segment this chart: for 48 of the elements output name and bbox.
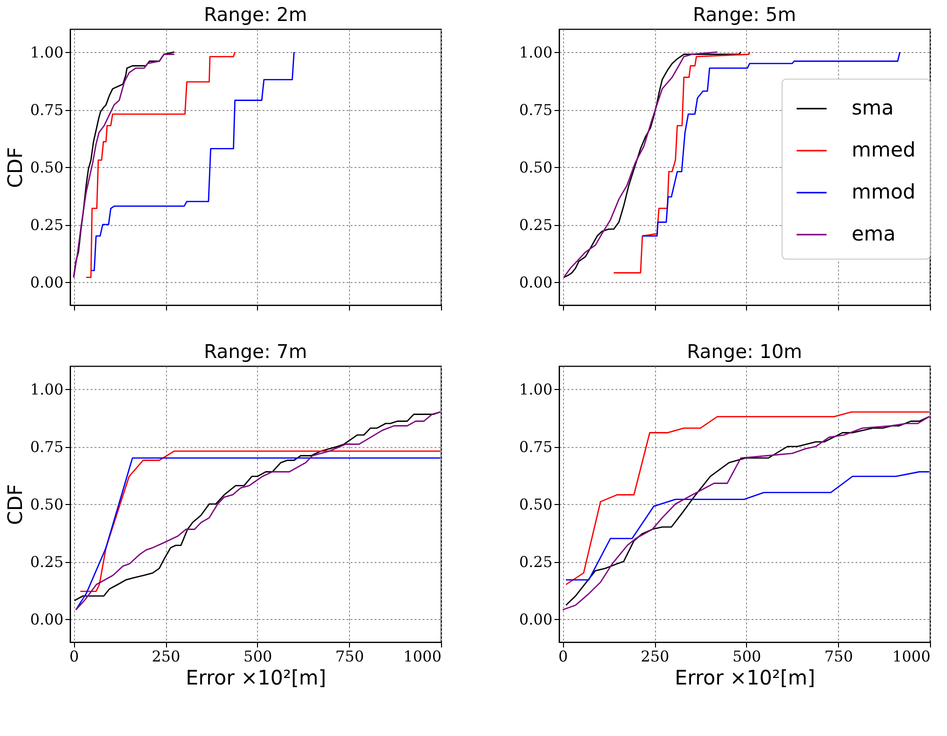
y-tick-label: 0.00 [519,610,552,628]
y-tick-label: 0.00 [30,610,64,628]
y-tick-label: 0.50 [519,158,552,176]
y-tick-label: 0.25 [30,216,64,234]
y-tick-label: 1.00 [519,44,552,62]
y-tick-label: 0.50 [30,158,64,176]
x-tick-label: 750 [335,648,364,666]
x-tick-label: 0 [558,648,568,666]
y-axis-title: CDF [3,147,28,188]
y-tick-label: 0.50 [519,496,552,514]
line-series [613,51,750,274]
y-tick-label: 0.25 [519,216,552,234]
legend-label: ema [852,222,896,246]
y-tick-label: 0.00 [519,274,552,292]
y-tick-label: 0.50 [30,496,64,514]
x-tick-label: 0 [69,648,79,666]
x-tick-label: 1000 [403,648,442,666]
legend-label: sma [852,96,894,120]
legend-label: mmod [852,180,916,204]
line-series [80,450,441,592]
line-series [86,51,236,278]
x-tick-label: 750 [824,648,853,666]
x-tick-label: 500 [732,648,762,666]
y-tick-label: 1.00 [30,380,64,398]
y-tick-label: 0.75 [30,438,64,456]
chart-title: Range: 10m [686,341,802,363]
line-series [91,51,295,272]
chart-title: Range: 5m [692,4,796,26]
legend-label: mmed [852,138,916,162]
x-tick-label: 250 [640,648,670,666]
chart-title: Range: 7m [204,341,308,363]
line-series [565,471,930,581]
y-tick-label: 1.00 [30,44,64,62]
x-tick-label: 500 [244,648,272,666]
y-tick-label: 0.25 [30,553,64,571]
line-series [75,457,441,610]
y-tick-label: 0.75 [519,438,552,456]
y-tick-label: 1.00 [519,380,552,398]
x-tick-label: 1000 [892,648,930,666]
y-tick-label: 0.75 [519,101,552,119]
x-axis-title: Error ×10²[m] [186,666,326,690]
y-tick-label: 0.00 [30,274,64,292]
y-tick-label: 0.75 [30,101,64,119]
x-axis-title: Error ×10²[m] [674,666,816,690]
chart-title: Range: 2m [204,4,308,26]
y-axis-title: CDF [3,484,28,525]
x-tick-label: 250 [152,648,180,666]
y-tick-label: 0.25 [519,553,552,571]
